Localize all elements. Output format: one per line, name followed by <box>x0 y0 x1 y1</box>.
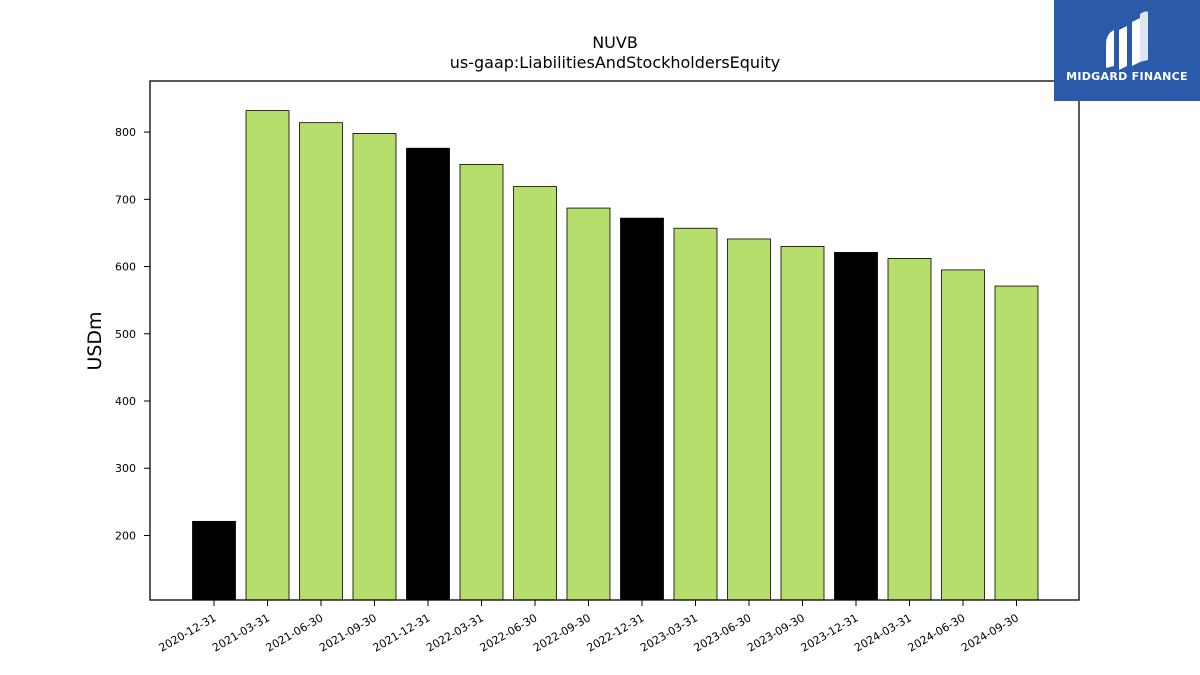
bar-2023-06-30 <box>727 238 771 601</box>
logo-text: MIDGARD FINANCE <box>1066 70 1188 83</box>
y-tick-label: 200 <box>115 529 136 542</box>
y-tick-label: 700 <box>115 193 136 206</box>
bar-2023-12-31 <box>834 252 878 601</box>
x-tick-label: 2024-09-30 <box>959 611 1021 654</box>
x-tick-label: 2024-03-31 <box>852 611 914 654</box>
x-tick-label: 2023-09-30 <box>745 611 807 654</box>
y-tick-label: 400 <box>115 395 136 408</box>
bar-2022-06-30 <box>513 186 557 601</box>
plot-frame <box>149 80 1080 601</box>
bar-2022-03-31 <box>459 163 504 601</box>
x-tick-label: 2020-12-31 <box>157 611 219 654</box>
bars-group <box>192 110 1039 601</box>
y-tick-label: 500 <box>115 328 136 341</box>
x-tick-label: 2022-09-30 <box>531 611 593 654</box>
bar-2024-06-30 <box>941 269 985 601</box>
bar-2021-12-31 <box>406 147 450 601</box>
chart-title: NUVB <box>592 33 638 52</box>
x-tick-label: 2021-03-31 <box>210 611 272 654</box>
x-axis: 2020-12-312021-03-312021-06-302021-09-30… <box>157 600 1021 655</box>
bar-2020-12-31 <box>192 520 236 601</box>
x-tick-label: 2023-12-31 <box>799 611 861 654</box>
y-tick-label: 600 <box>115 261 136 274</box>
bar-2021-06-30 <box>299 122 343 601</box>
x-tick-label: 2021-06-30 <box>264 611 326 654</box>
bar-2023-03-31 <box>673 227 718 601</box>
y-axis: 200 300 400 500 600 700 800 <box>115 126 150 542</box>
chart-subtitle: us-gaap:LiabilitiesAndStockholdersEquity <box>450 53 781 72</box>
y-axis-label: USDm <box>84 311 106 370</box>
x-tick-label: 2022-03-31 <box>424 611 486 654</box>
logo-mark-icon <box>1106 11 1148 70</box>
bar-2022-12-31 <box>620 217 664 601</box>
bar-2023-09-30 <box>780 245 825 601</box>
x-tick-label: 2023-06-30 <box>692 611 754 654</box>
x-tick-label: 2023-03-31 <box>638 611 700 654</box>
bar-2021-03-31 <box>245 110 290 601</box>
y-tick-label: 300 <box>115 462 136 475</box>
bar-2024-03-31 <box>887 258 932 601</box>
x-tick-label: 2022-06-30 <box>478 611 540 654</box>
x-tick-label: 2021-12-31 <box>371 611 433 654</box>
x-tick-label: 2022-12-31 <box>585 611 647 654</box>
brand-logo: MIDGARD FINANCE <box>1054 0 1200 101</box>
x-tick-label: 2024-06-30 <box>906 611 968 654</box>
bar-2022-09-30 <box>566 207 611 601</box>
y-tick-label: 800 <box>115 126 136 139</box>
bar-2024-09-30 <box>994 285 1039 601</box>
bar-2021-09-30 <box>352 133 397 601</box>
x-tick-label: 2021-09-30 <box>317 611 379 654</box>
